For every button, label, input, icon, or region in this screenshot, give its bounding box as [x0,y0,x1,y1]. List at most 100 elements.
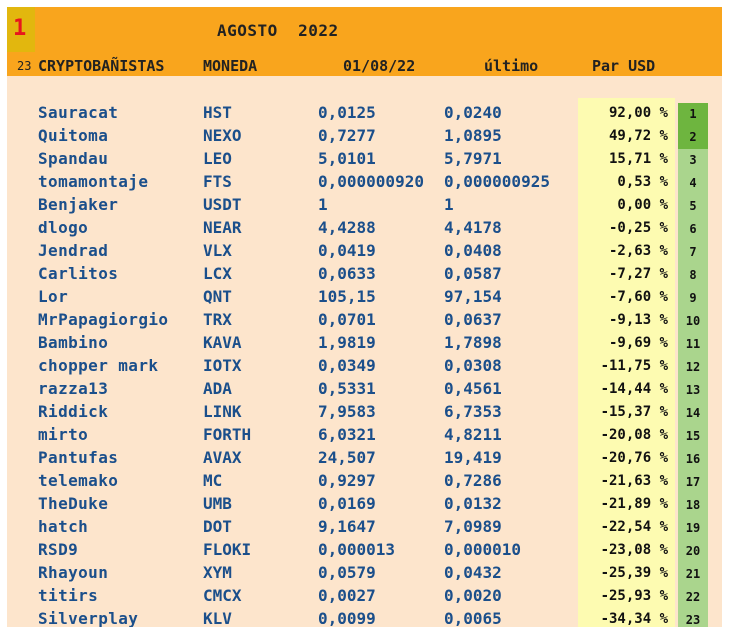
position-badge: 5 [678,195,708,218]
percent-change: -20,76 % [600,450,668,466]
player-name: Riddick [38,402,109,421]
position-badge: 15 [678,425,708,448]
last-price: 0,4561 [444,379,502,398]
player-name: hatch [38,517,89,536]
percent-change: 0,53 % [617,174,668,190]
start-price: 1 [318,195,328,214]
percent-change: -21,89 % [600,496,668,512]
last-price: 19,419 [444,448,502,467]
player-name: Rhayoun [38,563,109,582]
coin-symbol: TRX [203,310,232,329]
percent-change: -9,69 % [608,335,668,351]
coin-symbol: KAVA [203,333,242,352]
participant-count: 23 [17,59,32,73]
last-price: 6,7353 [444,402,502,421]
percent-change: -14,44 % [600,381,668,397]
table-row: hatch DOT 9,1647 7,0989 -22,54 % 19 [7,517,722,540]
position-badge: 17 [678,471,708,494]
last-price: 4,4178 [444,218,502,237]
player-name: Silverplay [38,609,139,627]
rank-number: 1 [13,16,27,41]
last-price: 4,8211 [444,425,502,444]
percent-change: -2,63 % [608,243,668,259]
percent-change: -23,08 % [600,542,668,558]
percent-change: -0,25 % [608,220,668,236]
coin-symbol: LINK [203,402,242,421]
position-badge: 10 [678,310,708,333]
last-price: 1 [444,195,454,214]
percent-column-background [578,98,675,627]
player-name: dlogo [38,218,89,237]
table-row: mirto FORTH 6,0321 4,8211 -20,08 % 15 [7,425,722,448]
percent-change: -7,27 % [608,266,668,282]
coin-symbol: XYM [203,563,232,582]
position-badge: 8 [678,264,708,287]
table-row: Lor QNT 105,15 97,154 -7,60 % 9 [7,287,722,310]
last-price: 0,0132 [444,494,502,513]
player-name: tomamontaje [38,172,149,191]
start-price: 4,4288 [318,218,376,237]
start-price: 0,5331 [318,379,376,398]
last-price: 0,0587 [444,264,502,283]
player-name: telemako [38,471,119,490]
table-row: Jendrad VLX 0,0419 0,0408 -2,63 % 7 [7,241,722,264]
coin-symbol: HST [203,103,232,122]
position-badge: 20 [678,540,708,563]
percent-change: -21,63 % [600,473,668,489]
percent-change: -11,75 % [600,358,668,374]
position-badge: 2 [678,126,708,149]
player-name: titirs [38,586,99,605]
coin-symbol: LEO [203,149,232,168]
start-price: 7,9583 [318,402,376,421]
table-row: Quitoma NEXO 0,7277 1,0895 49,72 % 2 [7,126,722,149]
position-badge: 12 [678,356,708,379]
player-name: Bambino [38,333,109,352]
table-row: tomamontaje FTS 0,000000920 0,000000925 0,53… [7,172,722,195]
last-price: 97,154 [444,287,502,306]
table-row: Rhayoun XYM 0,0579 0,0432 -25,39 % 21 [7,563,722,586]
percent-change: -34,34 % [600,611,668,627]
player-name: Jendrad [38,241,109,260]
column-header-last: último [484,57,539,75]
position-badge: 6 [678,218,708,241]
percent-change: -20,08 % [600,427,668,443]
player-name: Spandau [38,149,109,168]
coin-symbol: QNT [203,287,232,306]
position-badge: 13 [678,379,708,402]
player-name: Pantufas [38,448,119,467]
last-price: 0,000000925 [444,172,550,191]
player-name: chopper mark [38,356,159,375]
table-row: MrPapagiorgio TRX 0,0701 0,0637 -9,13 % 10 [7,310,722,333]
coin-symbol: FTS [203,172,232,191]
table-row: razza13 ADA 0,5331 0,4561 -14,44 % 13 [7,379,722,402]
start-price: 0,0419 [318,241,376,260]
player-name: razza13 [38,379,109,398]
start-price: 24,507 [318,448,376,467]
position-badge: 9 [678,287,708,310]
percent-change: -7,60 % [608,289,668,305]
percent-change: -15,37 % [600,404,668,420]
player-name: MrPapagiorgio [38,310,169,329]
last-price: 5,7971 [444,149,502,168]
ranking-sheet: 1 AGOSTO 2022 23 CRYPTOBAÑISTAS MONEDA 0… [7,7,722,627]
table-row: chopper mark IOTX 0,0349 0,0308 -11,75 % 12 [7,356,722,379]
position-badge: 4 [678,172,708,195]
sheet-header: 1 AGOSTO 2022 23 CRYPTOBAÑISTAS MONEDA 0… [7,7,722,76]
table-row: dlogo NEAR 4,4288 4,4178 -0,25 % 6 [7,218,722,241]
coin-symbol: AVAX [203,448,242,467]
position-badge: 21 [678,563,708,586]
last-price: 0,0432 [444,563,502,582]
last-price: 7,0989 [444,517,502,536]
table-row: titirs CMCX 0,0027 0,0020 -25,93 % 22 [7,586,722,609]
last-price: 1,0895 [444,126,502,145]
start-price: 9,1647 [318,517,376,536]
last-price: 0,0408 [444,241,502,260]
coin-symbol: FLOKI [203,540,252,559]
position-badge: 16 [678,448,708,471]
coin-symbol: KLV [203,609,232,627]
last-price: 1,7898 [444,333,502,352]
rank-badge: 1 [7,7,35,52]
last-price: 0,0240 [444,103,502,122]
coin-symbol: MC [203,471,223,490]
percent-change: 0,00 % [617,197,668,213]
